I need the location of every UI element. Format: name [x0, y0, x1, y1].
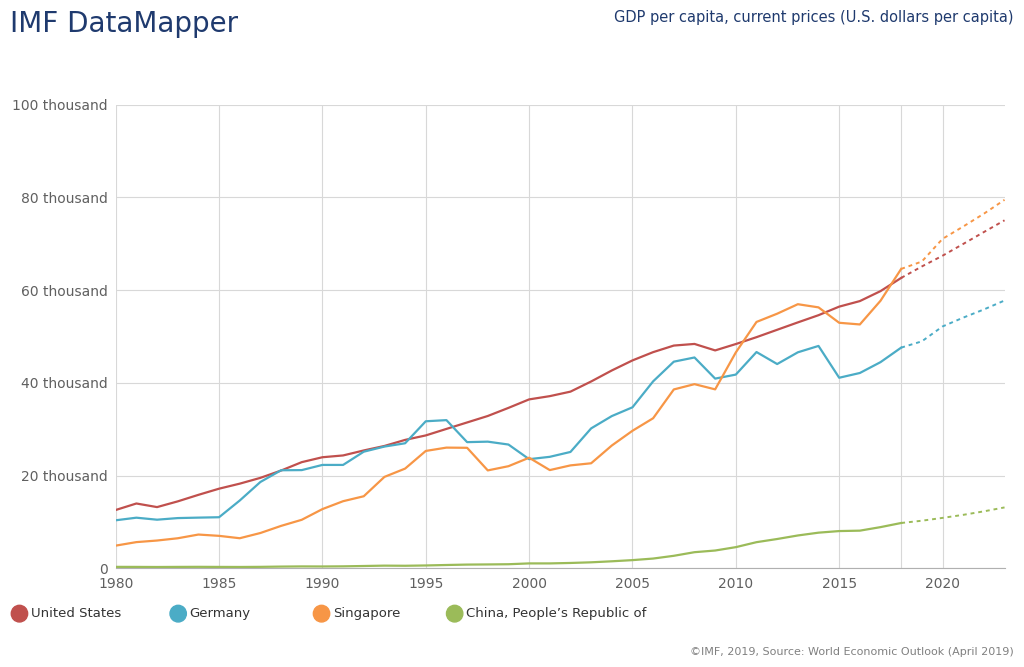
Text: GDP per capita, current prices (U.S. dollars per capita): GDP per capita, current prices (U.S. dol…: [614, 10, 1014, 25]
Text: Singapore: Singapore: [333, 607, 400, 620]
Text: IMF DataMapper: IMF DataMapper: [10, 10, 239, 38]
Text: Germany: Germany: [189, 607, 251, 620]
Text: ©IMF, 2019, Source: World Economic Outlook (April 2019): ©IMF, 2019, Source: World Economic Outlo…: [690, 647, 1014, 657]
Text: China, People’s Republic of: China, People’s Republic of: [466, 607, 646, 620]
Text: United States: United States: [31, 607, 121, 620]
